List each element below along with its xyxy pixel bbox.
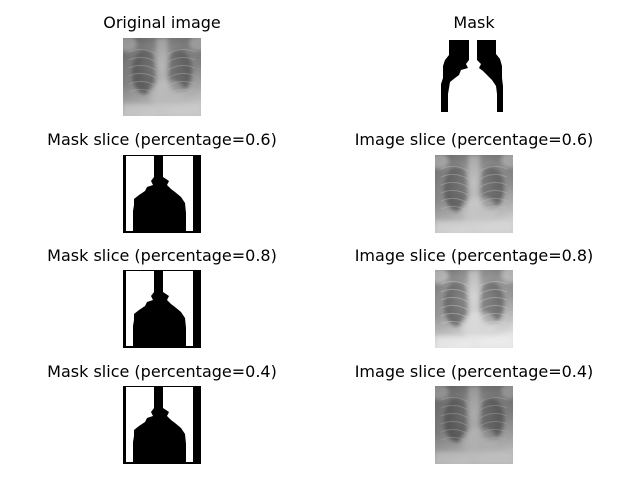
- image-slice-0-6: [435, 155, 513, 233]
- mask-slice-image-0-4: [123, 386, 201, 464]
- image-slice-0-8: [435, 270, 513, 348]
- panel-title-image-slice-0-6: Image slice (percentage=0.6): [354, 130, 594, 149]
- panel-title-original-image: Original image: [103, 13, 221, 32]
- mask-image: [435, 38, 513, 116]
- panel-title-mask-slice-0-8: Mask slice (percentage=0.8): [47, 246, 277, 265]
- mask-slice-image-0-6: [123, 155, 201, 233]
- panel-title-image-slice-0-8: Image slice (percentage=0.8): [354, 246, 594, 265]
- panel-title-image-slice-0-4: Image slice (percentage=0.4): [354, 362, 594, 381]
- panel-title-mask: Mask: [453, 13, 495, 32]
- original-xray-image: [123, 38, 201, 116]
- mask-slice-image-0-8: [123, 270, 201, 348]
- panel-title-mask-slice-0-6: Mask slice (percentage=0.6): [47, 130, 277, 149]
- panel-title-mask-slice-0-4: Mask slice (percentage=0.4): [47, 362, 277, 381]
- image-slice-0-4: [435, 386, 513, 464]
